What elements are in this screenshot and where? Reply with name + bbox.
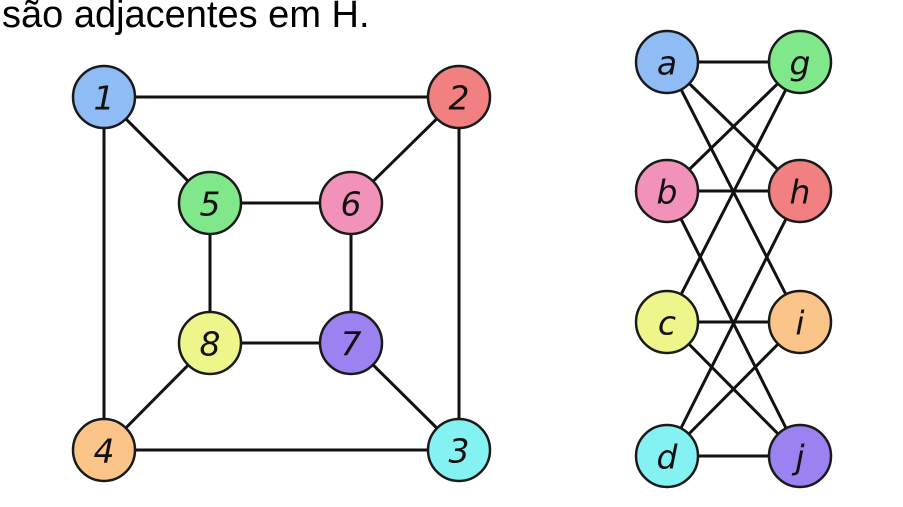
node-label: 4	[94, 432, 115, 471]
node-label: h	[790, 173, 811, 212]
node-5: 5	[177, 170, 243, 236]
node-1: 1	[71, 64, 137, 130]
node-label: g	[790, 44, 811, 83]
node-circle	[318, 310, 384, 376]
node-2: 2	[426, 64, 492, 130]
node-label: b	[657, 173, 678, 212]
node-circle	[318, 170, 384, 236]
node-i: i	[767, 289, 833, 355]
node-circle	[767, 423, 833, 489]
node-circle	[634, 289, 700, 355]
node-label: d	[657, 438, 679, 477]
node-d: d	[634, 423, 700, 489]
node-j: j	[767, 423, 833, 489]
node-label: 2	[449, 79, 470, 118]
node-4: 4	[71, 417, 137, 483]
node-label: 8	[200, 325, 221, 364]
node-label: 1	[94, 79, 115, 118]
node-circle	[71, 417, 137, 483]
node-circle	[767, 289, 833, 355]
node-g: g	[767, 29, 833, 95]
edge-c-g	[665, 61, 802, 323]
edge-d-h	[665, 190, 802, 457]
node-label: 5	[200, 185, 221, 224]
node-circle	[177, 170, 243, 236]
node-label: 7	[341, 325, 362, 364]
node-3: 3	[426, 417, 492, 483]
node-a: a	[634, 29, 700, 95]
node-c: c	[634, 289, 700, 355]
node-8: 8	[177, 310, 243, 376]
node-circle	[767, 29, 833, 95]
node-circle	[634, 423, 700, 489]
node-circle	[634, 29, 700, 95]
node-label: j	[791, 438, 805, 477]
node-label: 6	[341, 185, 362, 224]
node-6: 6	[318, 170, 384, 236]
node-label: c	[658, 304, 676, 343]
node-circle	[426, 64, 492, 130]
node-label: i	[795, 304, 804, 343]
caption: são adjacentes em H.	[2, 0, 370, 36]
node-b: b	[634, 158, 700, 224]
node-circle	[767, 158, 833, 224]
nodes-layer: 1 2 3 4 5 6 7 8 a b c d g h i j	[71, 29, 833, 489]
node-h: h	[767, 158, 833, 224]
node-label: 3	[449, 432, 470, 471]
node-circle	[634, 158, 700, 224]
node-label: a	[657, 44, 677, 83]
node-circle	[426, 417, 492, 483]
node-7: 7	[318, 310, 384, 376]
node-circle	[177, 310, 243, 376]
node-circle	[71, 64, 137, 130]
